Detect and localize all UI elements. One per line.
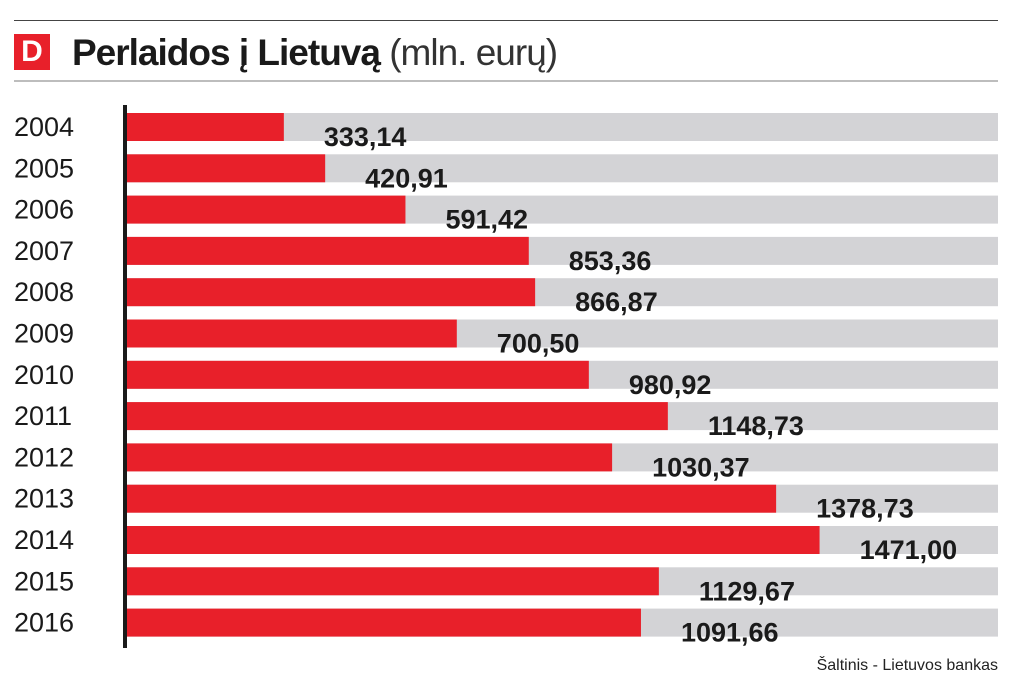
- year-label: 2010: [14, 360, 74, 390]
- value-label: 1030,37: [652, 452, 750, 482]
- value-label: 1091,66: [681, 618, 779, 648]
- bar-2014: [127, 526, 820, 554]
- year-label: 2009: [14, 319, 74, 349]
- value-label: 700,50: [497, 329, 580, 359]
- bar-2013: [127, 484, 777, 513]
- bar-2007: [127, 236, 529, 265]
- value-label: 333,14: [324, 122, 407, 152]
- bar-2015: [127, 567, 659, 596]
- bar-2010: [127, 360, 589, 389]
- top-rule: [14, 20, 998, 21]
- value-label: 980,92: [629, 370, 712, 400]
- value-label: 866,87: [575, 287, 658, 317]
- bar-2006: [127, 195, 406, 224]
- year-label: 2014: [14, 525, 74, 555]
- year-label: 2007: [14, 236, 74, 266]
- value-label: 1378,73: [816, 494, 914, 524]
- logo-letter: D: [21, 35, 43, 68]
- chart-title: Perlaidos į Lietuvą (mln. eurų): [72, 30, 558, 76]
- year-label: 2008: [14, 277, 74, 307]
- value-label: 853,36: [569, 246, 652, 276]
- year-label: 2004: [14, 112, 74, 142]
- year-label: 2016: [14, 608, 74, 638]
- title-main: Perlaidos į Lietuvą: [72, 32, 381, 73]
- year-label: 2015: [14, 566, 74, 596]
- bar-2008: [127, 278, 536, 307]
- value-label: 420,91: [365, 163, 448, 193]
- year-label: 2012: [14, 442, 74, 472]
- title-unit: (mln. eurų): [389, 32, 558, 73]
- bar-2004: [127, 113, 284, 141]
- brand-logo: D: [14, 34, 50, 70]
- bar-2009: [127, 319, 457, 348]
- value-label: 1129,67: [699, 576, 795, 606]
- bar-2011: [127, 402, 668, 431]
- bar-2005: [127, 154, 326, 183]
- y-axis-line: [123, 105, 127, 648]
- title-rule: [14, 80, 998, 82]
- value-label: 1471,00: [860, 535, 958, 565]
- value-label: 591,42: [445, 205, 528, 235]
- source-note: Šaltinis - Lietuvos bankas: [816, 657, 998, 674]
- bar-2012: [127, 443, 613, 472]
- year-label: 2011: [14, 401, 72, 431]
- year-label: 2013: [14, 484, 74, 514]
- value-label: 1148,73: [708, 411, 804, 441]
- year-label: 2005: [14, 153, 74, 183]
- year-label: 2006: [14, 195, 74, 225]
- bar-2016: [127, 608, 641, 637]
